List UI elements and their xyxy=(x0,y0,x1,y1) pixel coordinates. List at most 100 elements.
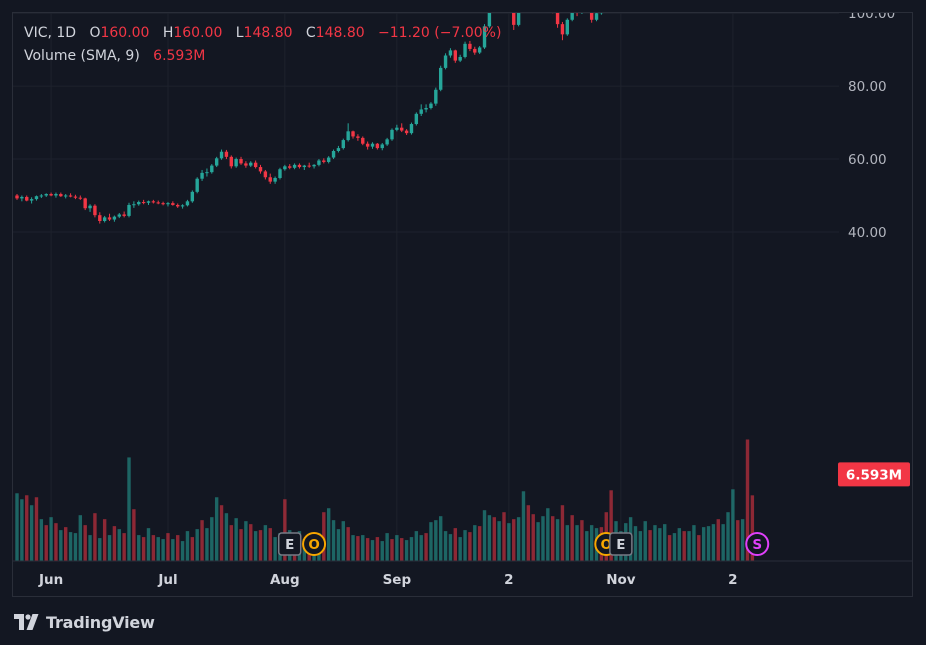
candle-body xyxy=(176,204,180,207)
volume-bar xyxy=(195,529,199,561)
time-axis[interactable]: Jun Jul Aug Sep 2 Nov 2 xyxy=(38,572,738,588)
candle-body xyxy=(64,195,68,197)
candle-body xyxy=(195,178,199,192)
volume-bar xyxy=(448,534,453,561)
candle-body xyxy=(93,205,97,216)
volume-bar xyxy=(151,535,156,561)
candle-body xyxy=(214,158,219,166)
candle xyxy=(312,164,316,169)
candle xyxy=(560,21,565,41)
candle-body xyxy=(434,89,438,104)
candle-body xyxy=(565,19,570,35)
volume-legend-label[interactable]: Volume (SMA, 9) xyxy=(24,48,140,64)
candle xyxy=(395,124,399,132)
volume-bar xyxy=(64,527,68,561)
volume-legend: Volume (SMA, 9) 6.593M xyxy=(24,48,205,64)
candle-body xyxy=(234,159,238,167)
candle-body xyxy=(487,13,492,27)
candle xyxy=(224,149,229,160)
candle-body xyxy=(190,191,195,202)
volume-bar xyxy=(88,535,92,561)
candle-body xyxy=(59,194,63,197)
candle xyxy=(25,195,29,202)
candle xyxy=(214,156,219,168)
legend-close-value: 148.80 xyxy=(315,25,365,41)
candle-body xyxy=(268,177,272,182)
candle xyxy=(317,159,321,167)
event-marker-circle xyxy=(745,532,770,556)
candle xyxy=(463,41,467,59)
event-marker-earnings[interactable]: E xyxy=(609,532,633,556)
candle xyxy=(93,204,97,218)
tradingview-brand[interactable]: TradingView xyxy=(14,612,155,632)
candle-body xyxy=(132,204,136,206)
candle xyxy=(370,142,375,149)
event-marker-split[interactable]: S xyxy=(745,532,770,556)
candle xyxy=(341,138,345,150)
volume-bar xyxy=(677,528,682,561)
candle xyxy=(151,199,156,204)
candle-body xyxy=(458,56,462,61)
legend-interval[interactable]: 1D xyxy=(56,25,77,41)
candle-body xyxy=(555,13,560,25)
x-tick-label: Aug xyxy=(270,572,300,588)
y-tick-label: 40.00 xyxy=(848,225,887,241)
volume-bar xyxy=(667,535,672,561)
volume-legend-value: 6.593M xyxy=(153,48,206,64)
volume-bar xyxy=(697,535,701,561)
volume-bar xyxy=(219,505,224,561)
volume-bar xyxy=(273,537,277,561)
candle xyxy=(302,164,307,170)
candle-body xyxy=(283,166,287,170)
legend-open-value: 160.00 xyxy=(100,25,150,41)
candle-body xyxy=(361,137,365,144)
volume-bar xyxy=(322,512,326,561)
candle-body xyxy=(253,162,258,168)
volume-bar xyxy=(750,495,755,561)
candle-body xyxy=(594,13,599,20)
candle-body xyxy=(468,43,472,49)
candle-body xyxy=(117,214,121,217)
candle xyxy=(268,173,272,184)
volume-bar xyxy=(672,533,677,561)
volume-bar xyxy=(736,520,740,561)
volume-bar xyxy=(107,535,112,561)
legend-symbol[interactable]: VIC xyxy=(24,25,48,41)
candle xyxy=(487,13,492,28)
candle xyxy=(88,204,92,212)
candle-body xyxy=(146,201,151,203)
candle-body xyxy=(20,196,24,199)
candle xyxy=(375,142,380,150)
volume-bar xyxy=(117,529,121,561)
volume-bar xyxy=(93,513,97,561)
volume-bar xyxy=(234,518,238,561)
candle xyxy=(512,13,516,30)
candle xyxy=(49,192,53,197)
volume-bar xyxy=(132,509,136,561)
candle-body xyxy=(127,204,131,216)
x-tick-label: Jul xyxy=(157,572,177,588)
candle xyxy=(146,200,151,205)
x-tick-label: Nov xyxy=(606,572,636,588)
event-marker-other[interactable]: O xyxy=(302,532,327,556)
volume-bar xyxy=(740,519,745,561)
volume-bars xyxy=(15,439,755,561)
candle-body xyxy=(219,151,224,159)
candle xyxy=(190,190,195,203)
volume-bar xyxy=(492,517,496,561)
candle-body xyxy=(317,160,321,165)
volume-bar xyxy=(331,520,336,561)
candle-body xyxy=(229,156,233,167)
candle-body xyxy=(438,67,443,90)
volume-bar xyxy=(551,516,555,561)
candle xyxy=(594,13,599,22)
volume-bar xyxy=(565,525,570,561)
candle xyxy=(107,213,112,222)
volume-bar xyxy=(137,535,141,561)
candle xyxy=(365,141,370,150)
event-marker-earnings[interactable]: E xyxy=(277,532,302,556)
candle-body xyxy=(151,201,156,203)
volume-bar xyxy=(531,514,535,561)
